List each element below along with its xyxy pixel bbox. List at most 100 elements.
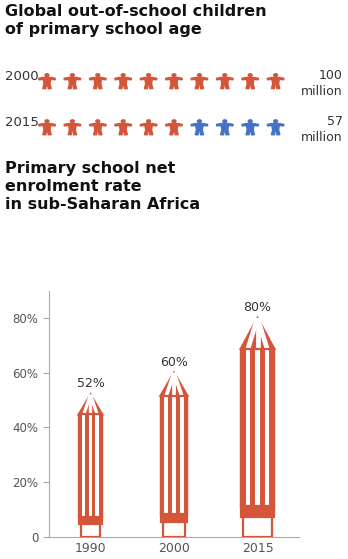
Polygon shape xyxy=(166,124,182,126)
Polygon shape xyxy=(225,130,229,135)
Bar xyxy=(163,522,185,537)
Bar xyxy=(161,396,187,514)
Polygon shape xyxy=(68,84,72,89)
Circle shape xyxy=(197,119,202,124)
Bar xyxy=(241,349,274,506)
Polygon shape xyxy=(89,124,106,126)
Polygon shape xyxy=(242,124,259,126)
Polygon shape xyxy=(276,84,280,89)
Bar xyxy=(79,414,102,517)
Bar xyxy=(89,414,92,517)
Polygon shape xyxy=(191,78,208,80)
Bar xyxy=(241,349,274,506)
Polygon shape xyxy=(39,78,55,80)
Polygon shape xyxy=(246,84,250,89)
Circle shape xyxy=(70,119,75,124)
Polygon shape xyxy=(271,130,275,135)
Polygon shape xyxy=(221,130,224,135)
Circle shape xyxy=(222,119,228,124)
Polygon shape xyxy=(43,126,51,130)
Polygon shape xyxy=(89,78,106,80)
Polygon shape xyxy=(196,126,203,130)
Polygon shape xyxy=(170,130,174,135)
Circle shape xyxy=(120,73,126,77)
Text: 60%: 60% xyxy=(160,356,188,368)
Polygon shape xyxy=(216,78,233,80)
Polygon shape xyxy=(69,126,76,130)
Circle shape xyxy=(247,73,253,77)
Polygon shape xyxy=(200,84,204,89)
Bar xyxy=(180,396,183,514)
Polygon shape xyxy=(251,130,254,135)
Polygon shape xyxy=(242,78,259,80)
Polygon shape xyxy=(145,126,152,130)
Polygon shape xyxy=(149,130,153,135)
Circle shape xyxy=(70,73,75,77)
Circle shape xyxy=(146,119,151,124)
Polygon shape xyxy=(69,79,76,84)
Polygon shape xyxy=(221,79,229,84)
Polygon shape xyxy=(166,78,182,80)
Text: 57
million: 57 million xyxy=(301,116,343,144)
Polygon shape xyxy=(149,84,153,89)
Polygon shape xyxy=(124,84,127,89)
Polygon shape xyxy=(221,126,229,130)
Polygon shape xyxy=(221,84,224,89)
Polygon shape xyxy=(246,126,254,130)
Text: 52%: 52% xyxy=(77,377,104,390)
Polygon shape xyxy=(115,124,132,126)
Polygon shape xyxy=(39,124,55,126)
Polygon shape xyxy=(267,124,284,126)
Bar xyxy=(95,414,99,517)
Polygon shape xyxy=(94,126,102,130)
Bar xyxy=(241,506,274,517)
Circle shape xyxy=(171,73,177,77)
Polygon shape xyxy=(161,373,187,396)
Polygon shape xyxy=(140,124,157,126)
Polygon shape xyxy=(98,84,102,89)
Polygon shape xyxy=(251,84,254,89)
Text: Primary school net
enrolment rate
in sub-Saharan Africa: Primary school net enrolment rate in sub… xyxy=(5,161,200,212)
Polygon shape xyxy=(272,79,279,84)
Polygon shape xyxy=(170,126,178,130)
Text: 80%: 80% xyxy=(244,301,271,314)
Circle shape xyxy=(146,73,151,77)
Bar xyxy=(161,514,187,522)
Polygon shape xyxy=(246,79,254,84)
Polygon shape xyxy=(94,79,102,84)
Polygon shape xyxy=(64,78,81,80)
Circle shape xyxy=(171,119,177,124)
Polygon shape xyxy=(170,79,178,84)
Polygon shape xyxy=(144,84,148,89)
Text: 2015: 2015 xyxy=(5,116,39,130)
Polygon shape xyxy=(170,84,174,89)
Polygon shape xyxy=(246,130,250,135)
Polygon shape xyxy=(145,79,152,84)
Polygon shape xyxy=(195,130,199,135)
Circle shape xyxy=(44,119,50,124)
Polygon shape xyxy=(174,130,178,135)
Circle shape xyxy=(95,73,101,77)
Circle shape xyxy=(120,119,126,124)
Polygon shape xyxy=(271,84,275,89)
Bar xyxy=(255,349,260,506)
Polygon shape xyxy=(272,126,279,130)
Polygon shape xyxy=(94,84,97,89)
Polygon shape xyxy=(47,84,51,89)
Polygon shape xyxy=(119,126,127,130)
Polygon shape xyxy=(73,84,77,89)
Text: 100
million: 100 million xyxy=(301,69,343,98)
Bar xyxy=(82,414,86,517)
Polygon shape xyxy=(43,79,51,84)
Polygon shape xyxy=(200,130,204,135)
Polygon shape xyxy=(191,124,208,126)
Polygon shape xyxy=(225,84,229,89)
Bar xyxy=(79,517,102,524)
Polygon shape xyxy=(115,78,132,80)
Circle shape xyxy=(247,119,253,124)
Bar xyxy=(80,524,101,537)
Bar xyxy=(165,396,168,514)
Bar xyxy=(246,349,250,506)
Bar xyxy=(265,349,269,506)
Circle shape xyxy=(222,73,228,77)
